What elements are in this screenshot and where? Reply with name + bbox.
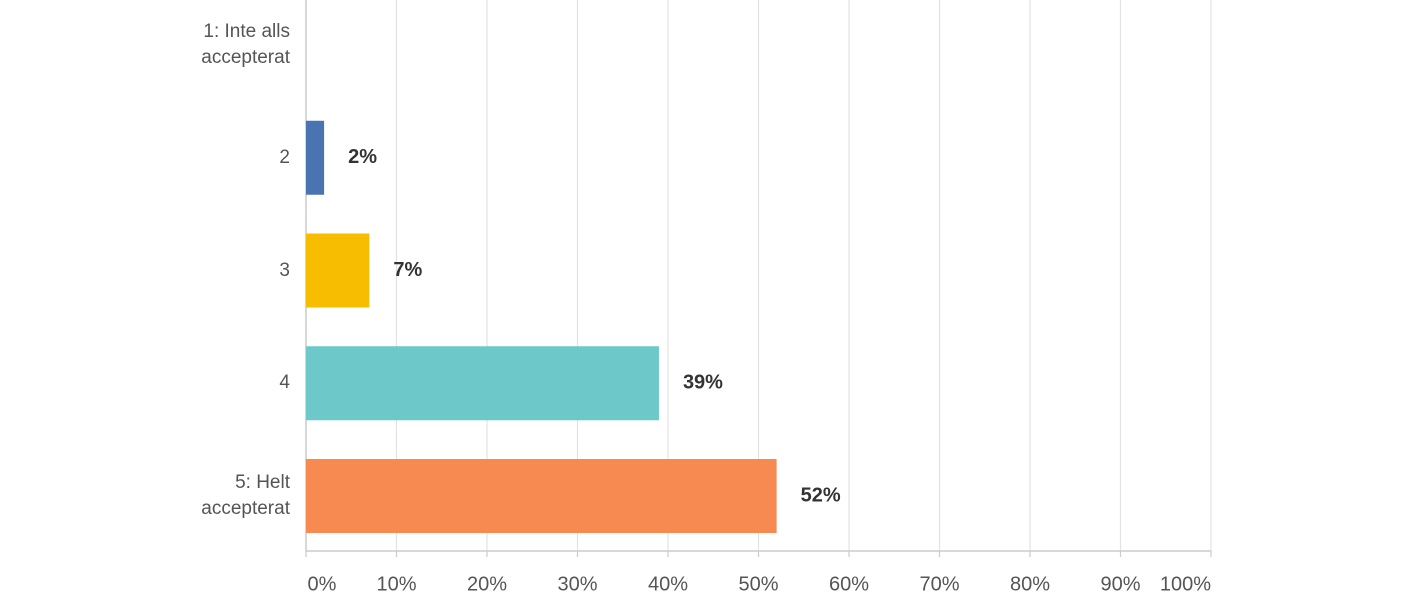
- x-tick-label: 90%: [1100, 573, 1140, 595]
- x-tick-label: 0%: [308, 573, 337, 595]
- y-tick-label: 1: Inte alls accepterat: [201, 21, 290, 68]
- y-tick-label: 4: [279, 372, 290, 394]
- x-tick-label: 40%: [648, 573, 688, 595]
- x-tick-label: 60%: [829, 573, 869, 595]
- value-label: 7%: [393, 259, 422, 281]
- value-label: 39%: [683, 372, 723, 394]
- value-label: 52%: [801, 484, 841, 506]
- x-tick-label: 10%: [376, 573, 416, 595]
- y-tick-label: 5: Helt accepterat: [201, 472, 290, 519]
- bar: [306, 233, 370, 308]
- y-tick-label: 2: [279, 146, 290, 168]
- y-tick-label: 3: [279, 259, 290, 281]
- x-tick-label: 50%: [738, 573, 778, 595]
- value-label: 2%: [348, 146, 377, 168]
- x-tick-label: 30%: [557, 573, 597, 595]
- x-tick-label: 20%: [467, 573, 507, 595]
- bar: [306, 120, 325, 195]
- bar: [306, 346, 659, 421]
- bar: [306, 459, 777, 533]
- x-tick-label: 100%: [1160, 573, 1211, 595]
- x-tick-label: 70%: [919, 573, 959, 595]
- x-tick-label: 80%: [1010, 573, 1050, 595]
